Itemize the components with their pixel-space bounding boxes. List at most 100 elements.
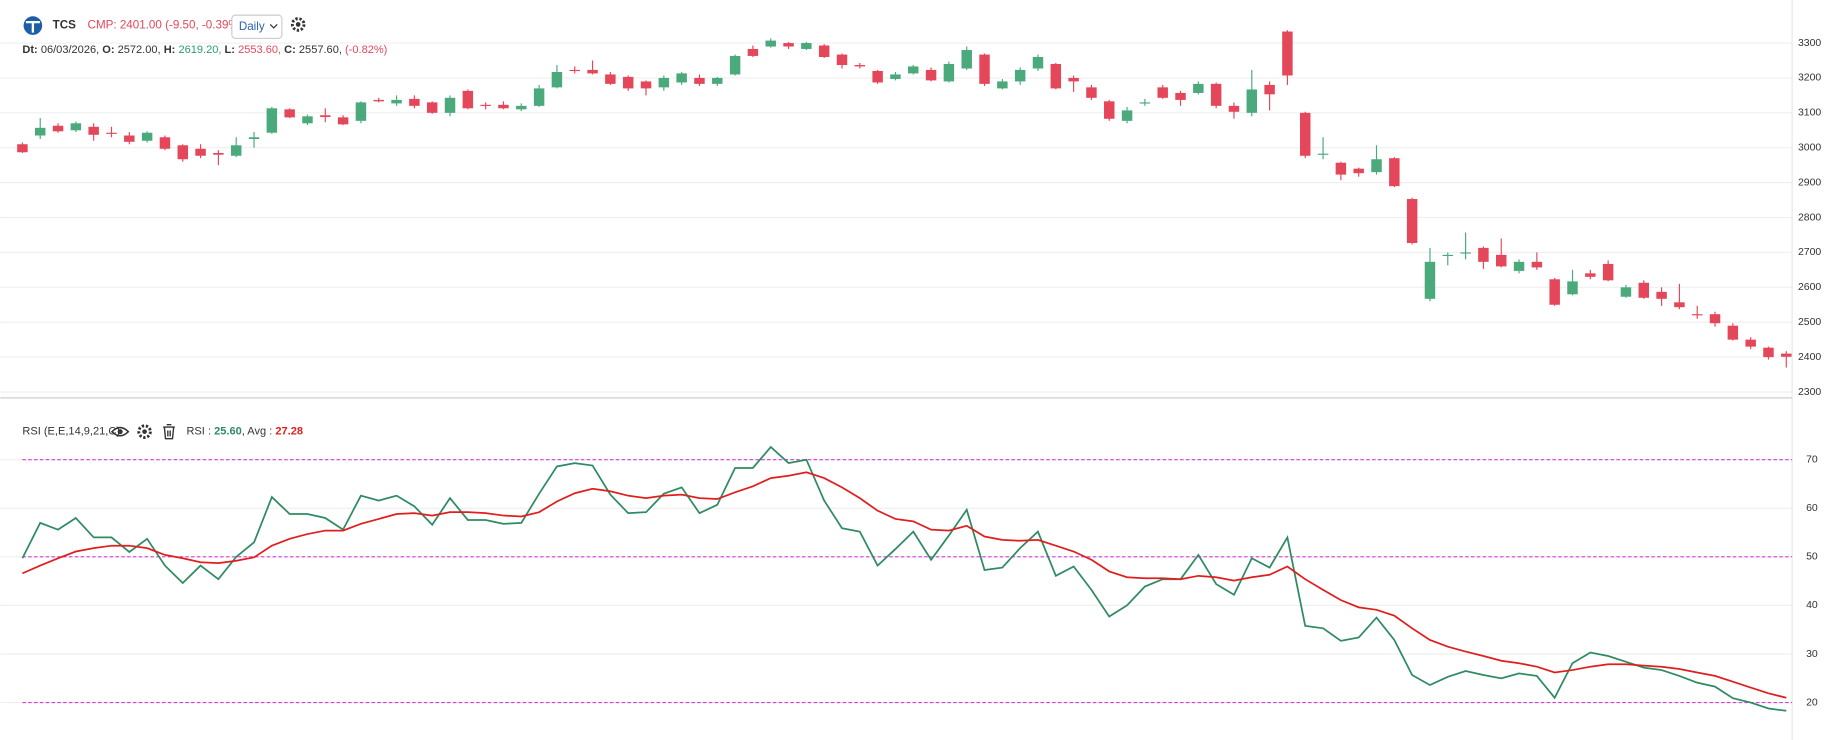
candle-body <box>836 54 848 66</box>
avg-label: , Avg : <box>242 426 273 438</box>
candle-body <box>979 54 990 84</box>
candle-body <box>355 102 367 121</box>
candle-body <box>1781 353 1792 357</box>
logo-mark <box>25 20 40 33</box>
candle-body <box>1210 83 1222 106</box>
candle-body <box>1656 291 1667 299</box>
candle-body <box>801 43 812 49</box>
candle-body <box>409 98 420 106</box>
candle-body <box>195 148 206 156</box>
candle-body <box>70 123 82 131</box>
candle-body <box>1121 110 1133 121</box>
interval-select[interactable] <box>231 14 283 39</box>
rsi-value: 25.60 <box>214 426 242 438</box>
y-tick-label: 30 <box>1806 649 1818 660</box>
y-tick-label: 2700 <box>1798 247 1821 258</box>
candle-body <box>1567 281 1578 295</box>
visibility-button[interactable] <box>110 426 130 437</box>
rsi-name: RSI (E,E,14,9,21,C) <box>22 426 120 438</box>
marks-layer: 2300 2400 2500 2600 2700 2800 2900 3000 3100 3200… <box>17 30 1821 712</box>
candle-body <box>925 69 937 81</box>
candle-body <box>337 117 349 125</box>
symbol: TCS <box>53 19 76 32</box>
candle-body <box>605 74 616 84</box>
candle-body <box>1353 168 1364 174</box>
candle-body <box>765 40 776 47</box>
candle-body <box>1513 261 1525 271</box>
candle-body <box>1620 287 1632 297</box>
y-tick-label: 20 <box>1806 697 1818 708</box>
ohlc-value: 2553.60, <box>238 44 281 56</box>
candle-body <box>1424 261 1436 299</box>
ohlc-label: H: <box>164 44 176 56</box>
y-tick-label: 3200 <box>1798 73 1821 84</box>
candle-body <box>17 144 28 153</box>
interval[interactable]: Daily <box>239 20 265 33</box>
candle-body <box>1014 69 1026 82</box>
candle-body <box>248 137 260 140</box>
ohlc-label: Dt: <box>22 44 37 56</box>
candle-body <box>1104 101 1115 119</box>
rsi-settings-button[interactable] <box>137 424 152 439</box>
rsi-values: RSI : 25.60, Avg : 27.28 <box>186 426 303 438</box>
candle-body <box>640 81 652 89</box>
candle-body <box>1032 56 1044 69</box>
delete-button[interactable] <box>163 423 175 440</box>
candle-body <box>52 125 64 132</box>
candle-body <box>1139 102 1151 104</box>
candle-body <box>1745 339 1756 347</box>
candle-body <box>1531 261 1543 268</box>
candle-body <box>1264 84 1275 95</box>
candle-body <box>1691 314 1703 316</box>
candle-body <box>1175 92 1186 100</box>
candle-body <box>516 105 527 110</box>
candle-body <box>1478 247 1489 262</box>
avg-value: 27.28 <box>275 426 303 438</box>
candle-body <box>1086 87 1097 98</box>
candle-body <box>1193 83 1204 93</box>
candle-body <box>426 102 438 113</box>
candle-body <box>997 81 1008 89</box>
candle-body <box>1495 254 1507 267</box>
y-tick-label: 70 <box>1806 454 1818 465</box>
candle-body <box>34 127 46 136</box>
candle-body <box>1371 159 1382 173</box>
candle-body <box>480 104 491 106</box>
cmp: CMP: 2401.00 (-9.50, -0.39%) <box>88 19 243 32</box>
grid-layer <box>0 42 1793 704</box>
candle-body <box>872 70 883 83</box>
ohlc-label: C: <box>284 44 296 56</box>
y-tick-label: 3300 <box>1798 38 1821 49</box>
candle-body <box>1727 325 1739 340</box>
y-tick-label: 40 <box>1806 600 1818 611</box>
candle-body <box>1638 282 1650 298</box>
candle-body <box>1549 279 1560 305</box>
candle-body <box>124 135 135 142</box>
candle-body <box>658 77 670 88</box>
candle-body <box>1585 273 1596 277</box>
y-tick-label: 2600 <box>1798 282 1821 293</box>
candle-body <box>1068 77 1079 82</box>
candle-body <box>1674 302 1685 308</box>
candle-body <box>587 69 598 74</box>
candle-body <box>88 126 99 135</box>
candle-body <box>943 63 955 82</box>
candle-body <box>391 99 402 104</box>
candle-body <box>1406 199 1418 243</box>
chevron[interactable] <box>269 24 278 29</box>
ohlc-value: 06/03/2026, <box>41 44 99 56</box>
candle-body <box>462 90 474 109</box>
candle-body <box>1317 153 1329 155</box>
candle-body <box>890 74 901 79</box>
candle-body <box>284 109 295 118</box>
rsi-line <box>22 471 1787 699</box>
candle-body <box>230 145 242 156</box>
y-tick-label: 2300 <box>1798 387 1821 398</box>
candle-body <box>320 115 331 118</box>
candle-body <box>818 45 830 57</box>
candle-body <box>694 77 705 84</box>
candle-body <box>1389 158 1400 187</box>
settings-button[interactable] <box>290 17 306 32</box>
